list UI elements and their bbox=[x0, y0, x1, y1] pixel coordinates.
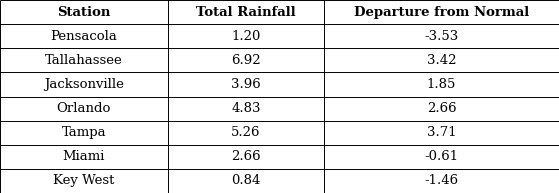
Text: Jacksonville: Jacksonville bbox=[44, 78, 124, 91]
Text: Departure from Normal: Departure from Normal bbox=[354, 6, 529, 19]
Text: Tallahassee: Tallahassee bbox=[45, 54, 123, 67]
Text: 5.26: 5.26 bbox=[231, 126, 260, 139]
Text: Station: Station bbox=[57, 6, 111, 19]
Text: Orlando: Orlando bbox=[56, 102, 111, 115]
Text: 3.96: 3.96 bbox=[231, 78, 261, 91]
Text: Total Rainfall: Total Rainfall bbox=[196, 6, 296, 19]
Text: Tampa: Tampa bbox=[61, 126, 106, 139]
Text: 3.71: 3.71 bbox=[427, 126, 456, 139]
Text: 6.92: 6.92 bbox=[231, 54, 260, 67]
Text: Pensacola: Pensacola bbox=[50, 30, 117, 43]
Text: Key West: Key West bbox=[53, 174, 115, 187]
Text: 2.66: 2.66 bbox=[231, 150, 260, 163]
Text: 0.84: 0.84 bbox=[231, 174, 260, 187]
Text: -3.53: -3.53 bbox=[424, 30, 459, 43]
Text: 2.66: 2.66 bbox=[427, 102, 456, 115]
Text: 1.85: 1.85 bbox=[427, 78, 456, 91]
Text: -0.61: -0.61 bbox=[424, 150, 459, 163]
Text: Miami: Miami bbox=[63, 150, 105, 163]
Text: -1.46: -1.46 bbox=[424, 174, 459, 187]
Text: 4.83: 4.83 bbox=[231, 102, 260, 115]
Text: 1.20: 1.20 bbox=[231, 30, 260, 43]
Text: 3.42: 3.42 bbox=[427, 54, 456, 67]
